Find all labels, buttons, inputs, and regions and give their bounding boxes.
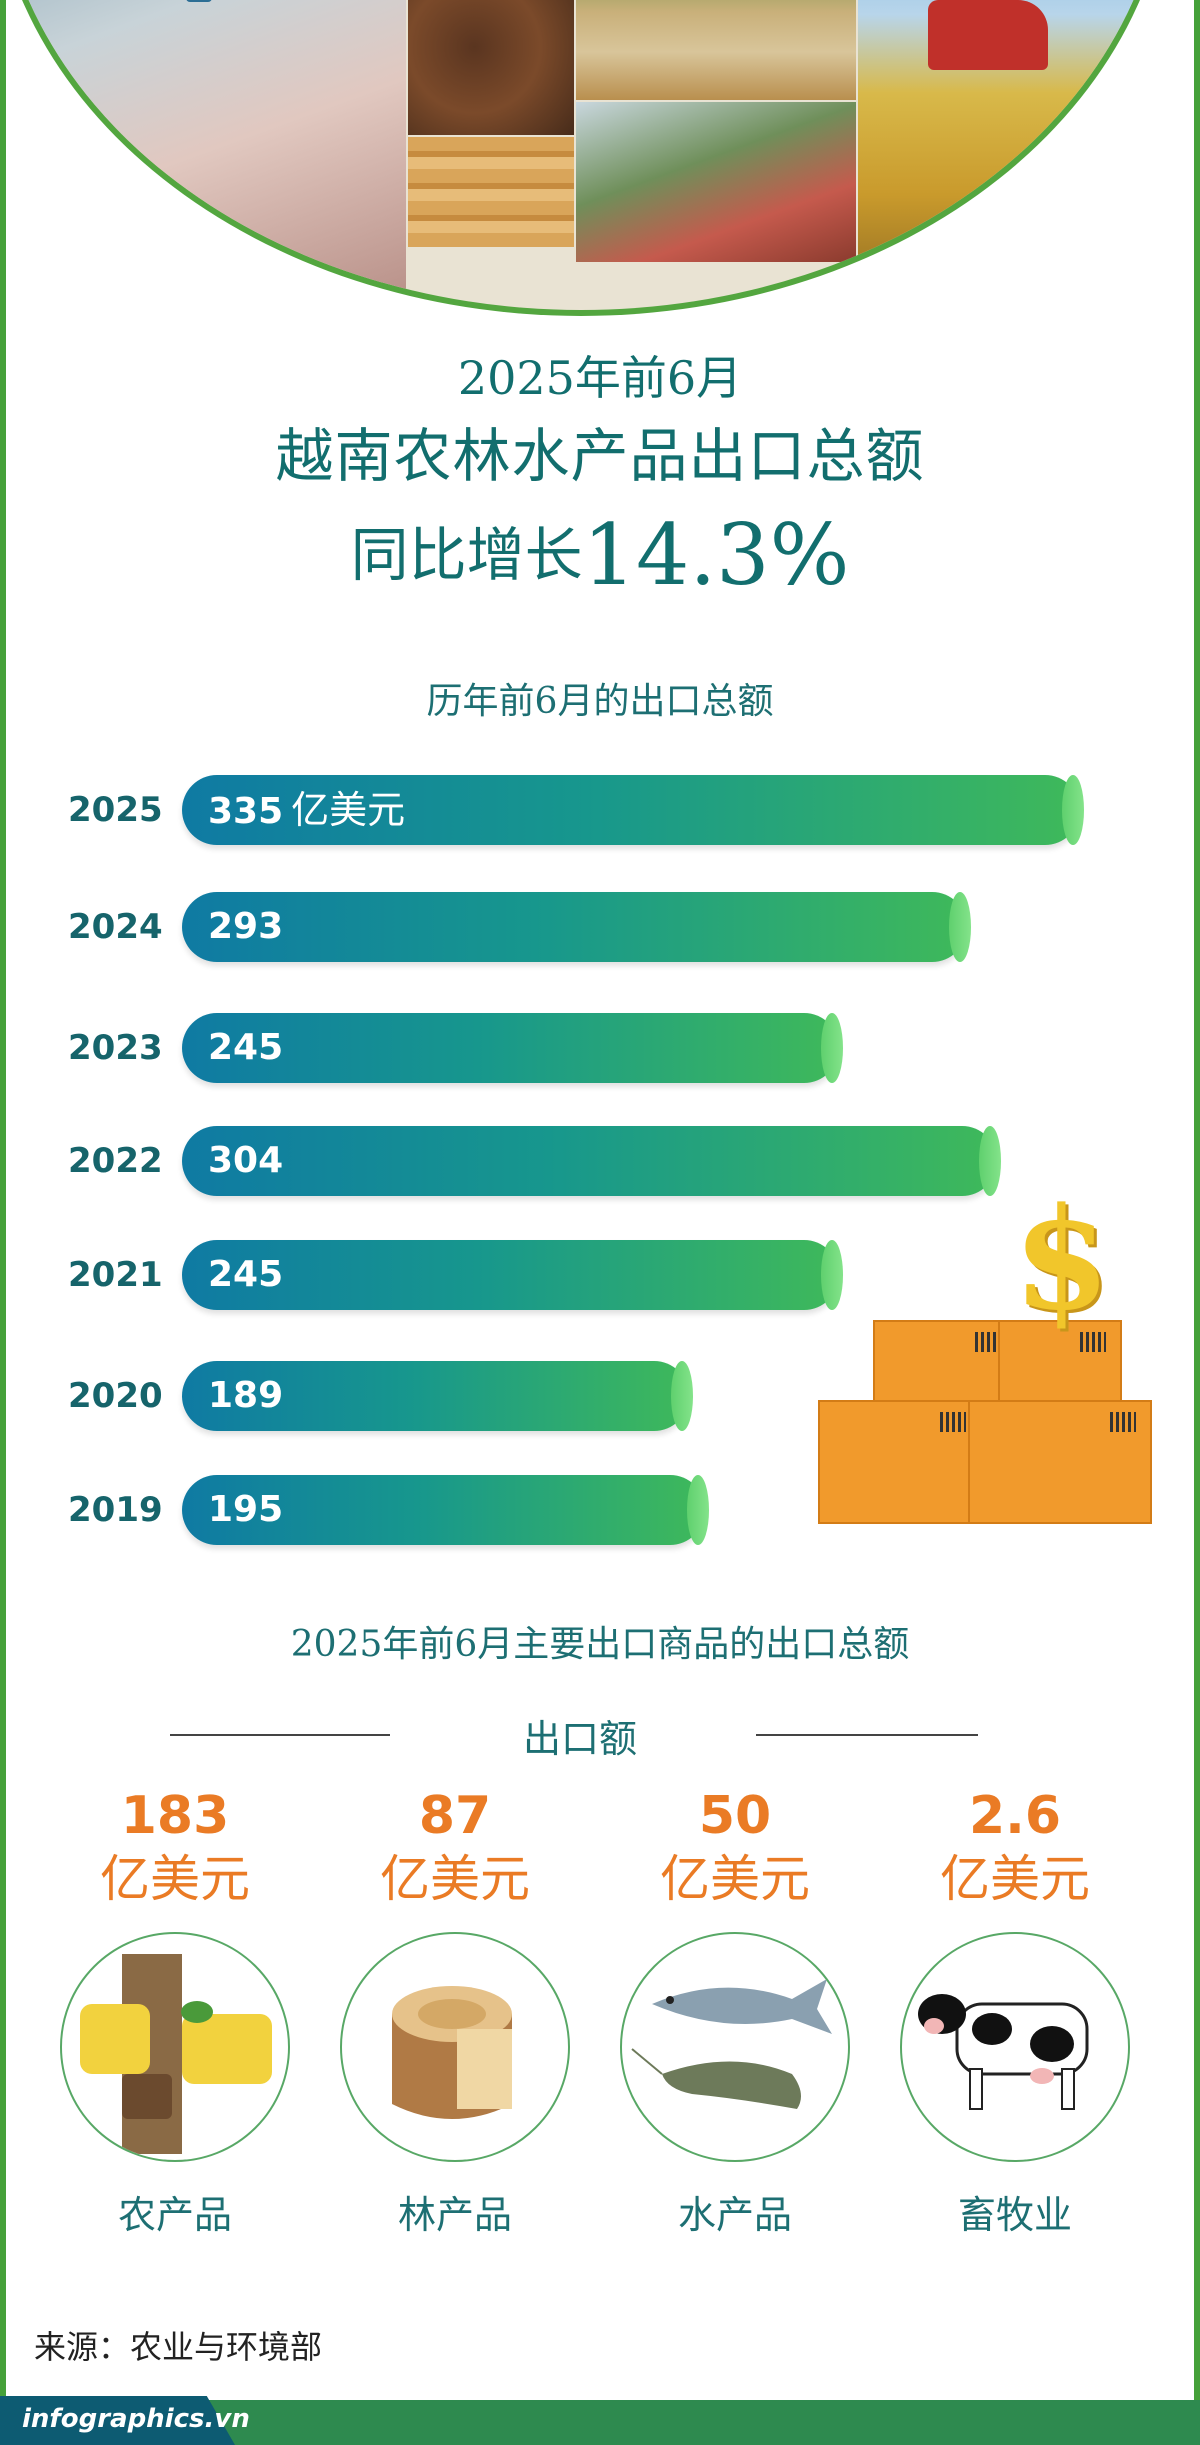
product-livestock: 2.6 亿美元 畜牧业 bbox=[885, 1790, 1145, 2239]
product-value: 2.6 bbox=[968, 1786, 1062, 1846]
product-unit: 亿美元 bbox=[940, 1850, 1090, 1908]
products-section-subtitle: 出口额 bbox=[522, 1717, 637, 1761]
page-title: 越南农林水产品出口总额 bbox=[275, 422, 925, 490]
cargo-box bbox=[818, 1400, 982, 1524]
growth-line: 同比增长14.3% bbox=[0, 513, 1200, 597]
timber-planks-photo bbox=[408, 137, 574, 247]
divider-left bbox=[170, 1734, 390, 1736]
product-unit: 亿美元 bbox=[380, 1850, 530, 1908]
rice-harvester-photo bbox=[858, 0, 1158, 280]
product-value: 183 bbox=[120, 1786, 230, 1846]
chart-title: 历年前6月的出口总额 bbox=[426, 681, 774, 722]
divider-right bbox=[756, 1734, 978, 1736]
cow-icon bbox=[900, 1932, 1130, 2162]
product-unit: 亿美元 bbox=[100, 1850, 250, 1908]
rice-sack-photo bbox=[576, 0, 856, 100]
wood-log-icon bbox=[340, 1932, 570, 2162]
fruit-market-photo bbox=[576, 102, 856, 262]
coffee-beans-photo bbox=[408, 0, 574, 135]
header-titles: 2025年前6月 越南农林水产品出口总额 同比增长14.3% bbox=[0, 355, 1200, 597]
cargo-box bbox=[968, 1400, 1152, 1524]
product-unit: 亿美元 bbox=[660, 1850, 810, 1908]
product-forestry: 87 亿美元 林产品 bbox=[325, 1790, 585, 2239]
product-value: 87 bbox=[418, 1786, 492, 1846]
products-section-title: 2025年前6月主要出口商品的出口总额 bbox=[290, 1624, 910, 1665]
product-name: 林产品 bbox=[397, 2193, 512, 2237]
product-aquatic: 50 亿美元 水产品 bbox=[605, 1790, 865, 2239]
product-name: 农产品 bbox=[117, 2193, 232, 2237]
brand-label[interactable]: infographics.vn bbox=[22, 2404, 250, 2434]
product-agriculture: 183 亿美元 农产品 bbox=[45, 1790, 305, 2239]
growth-value: 14.3% bbox=[582, 506, 850, 604]
product-name: 畜牧业 bbox=[957, 2193, 1072, 2237]
seafood-processing-photo bbox=[6, 0, 406, 310]
cargo-boxes-dollar-illustration: $ bbox=[818, 1178, 1152, 1530]
growth-text: 同比增长 bbox=[350, 521, 583, 589]
source-note: 来源：农业与环境部 bbox=[34, 2328, 323, 2366]
product-value: 50 bbox=[698, 1786, 772, 1846]
dollar-sign-icon: $ bbox=[1013, 1178, 1111, 1342]
header-subtitle: 2025年前6月 bbox=[457, 351, 743, 405]
rubber-tree-icon bbox=[60, 1932, 290, 2162]
product-name: 水产品 bbox=[677, 2193, 792, 2237]
fish-shrimp-icon bbox=[620, 1932, 850, 2162]
footer-brand-tab bbox=[0, 2396, 235, 2445]
header-photo-collage bbox=[0, 0, 1172, 316]
